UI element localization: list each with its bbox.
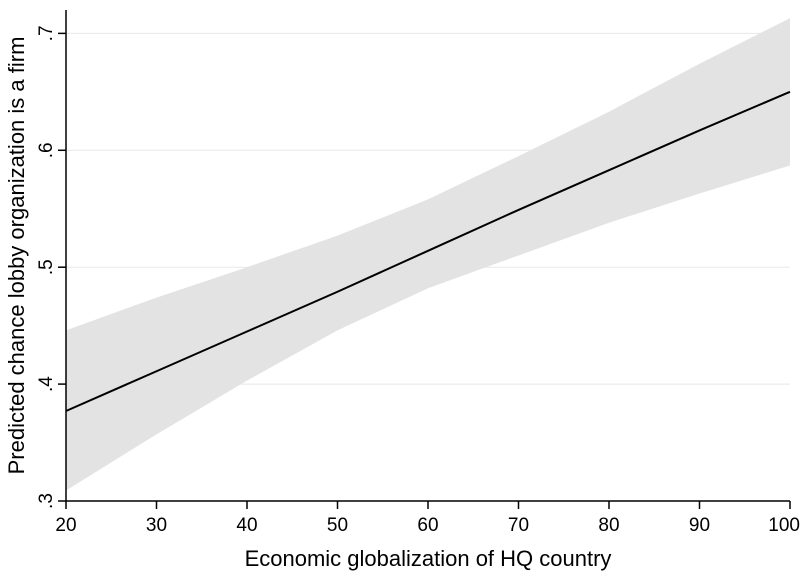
x-tick-label: 30 (146, 515, 167, 536)
confidence-band (66, 18, 790, 491)
x-tick-label: 60 (417, 515, 438, 536)
x-tick-label: 50 (327, 515, 348, 536)
x-tick-label: 80 (598, 515, 619, 536)
y-tick-label: .7 (36, 25, 57, 41)
prediction-line (65, 90, 791, 412)
x-tick-label: 20 (55, 515, 76, 536)
y-axis-title: Predicted chance lobby organization is a… (4, 37, 29, 475)
y-tick-label: .5 (36, 259, 57, 275)
gridlines (66, 32, 790, 385)
y-tick-label: .6 (36, 142, 57, 158)
x-axis-title: Economic globalization of HQ country (245, 546, 612, 571)
x-axis-ticks: 20 30 40 50 60 70 80 90 100 (55, 501, 800, 536)
x-tick-label: 90 (689, 515, 710, 536)
x-tick-label: 70 (508, 515, 529, 536)
x-tick-label: 40 (236, 515, 257, 536)
y-tick-label: .3 (36, 493, 57, 509)
y-tick-label: .4 (36, 376, 57, 392)
y-axis-ticks: .3 .4 .5 .6 .7 (36, 25, 66, 509)
x-tick-label: 100 (768, 515, 800, 536)
